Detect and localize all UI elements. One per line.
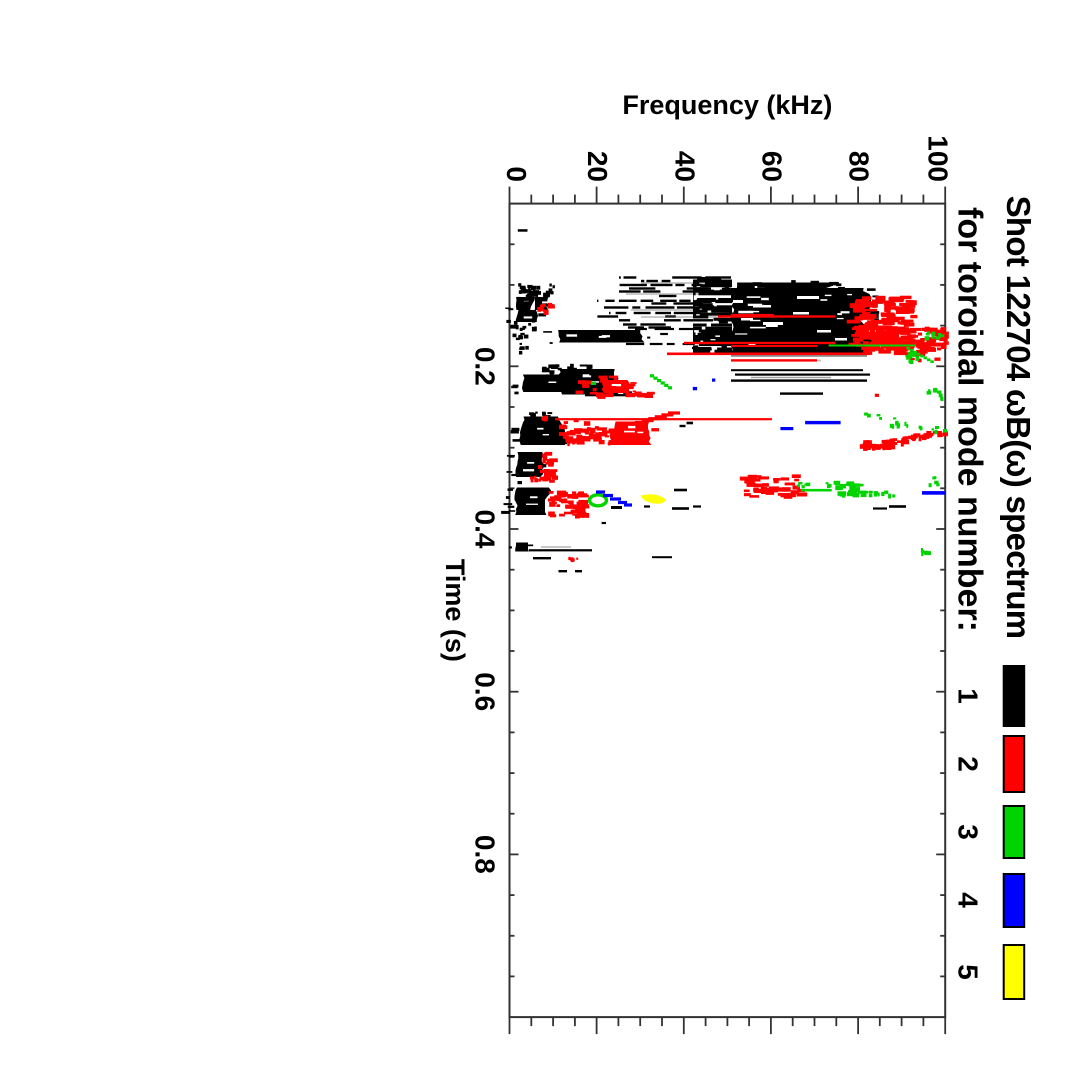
- svg-text:for toroidal mode number:: for toroidal mode number:: [950, 207, 988, 632]
- svg-text:40: 40: [669, 151, 700, 182]
- svg-text:100: 100: [923, 135, 954, 182]
- svg-text:Shot 122704 ωB(ω) spectrum: Shot 122704 ωB(ω) spectrum: [1000, 196, 1037, 639]
- svg-text:0.6: 0.6: [470, 672, 501, 711]
- svg-text:0.8: 0.8: [470, 835, 501, 874]
- svg-text:80: 80: [844, 151, 875, 182]
- svg-text:5: 5: [953, 964, 984, 980]
- svg-text:0: 0: [501, 166, 532, 182]
- svg-text:2: 2: [953, 756, 984, 772]
- svg-text:4: 4: [953, 892, 984, 908]
- svg-text:Frequency (kHz): Frequency (kHz): [622, 90, 832, 120]
- svg-text:Time (s): Time (s): [440, 559, 470, 662]
- svg-text:1: 1: [953, 688, 984, 704]
- svg-text:20: 20: [582, 151, 613, 182]
- svg-text:0.4: 0.4: [470, 510, 501, 549]
- svg-text:0.2: 0.2: [470, 347, 501, 386]
- svg-text:60: 60: [756, 151, 787, 182]
- svg-text:3: 3: [953, 824, 984, 840]
